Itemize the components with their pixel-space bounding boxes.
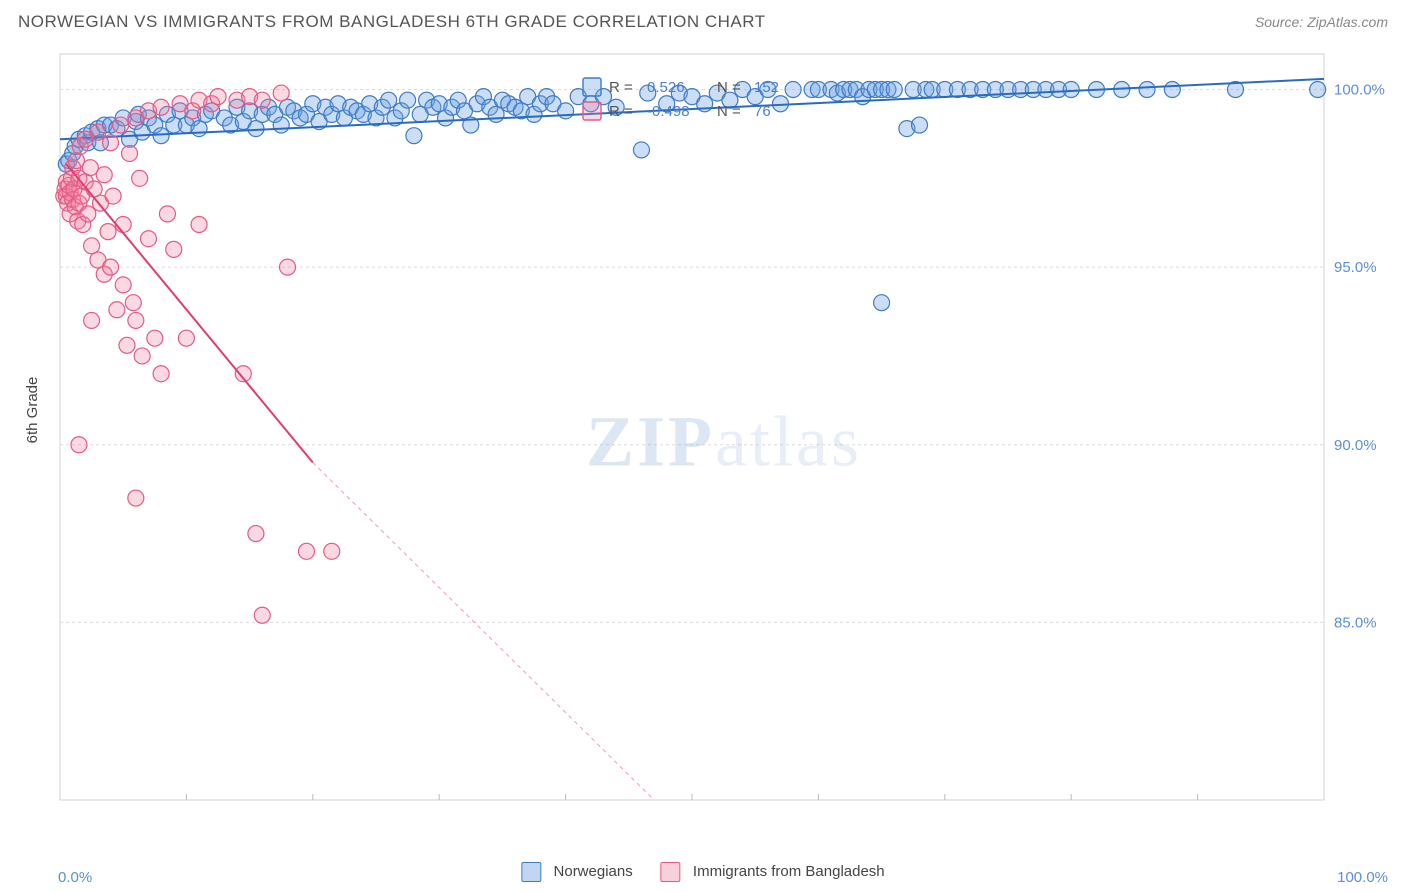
chart-area: 85.0% 90.0% 95.0% 100.0% R = 0.526 N = 152 R = -0…	[54, 48, 1394, 836]
svg-text:-0.498: -0.498	[647, 103, 690, 120]
x-axis-tick-max: 100.0%	[1337, 869, 1388, 886]
svg-text:N =: N =	[717, 103, 741, 120]
svg-text:R =: R =	[609, 103, 633, 120]
svg-text:N =: N =	[717, 79, 741, 96]
svg-text:0.526: 0.526	[647, 79, 685, 96]
legend: Norwegians Immigrants from Bangladesh	[521, 862, 884, 882]
legend-item-pink: Immigrants from Bangladesh	[661, 862, 885, 882]
legend-swatch-icon	[661, 862, 681, 882]
svg-text:95.0%: 95.0%	[1334, 259, 1377, 276]
x-axis-tick-min: 0.0%	[58, 869, 92, 886]
y-axis-label: 6th Grade	[24, 340, 41, 480]
svg-text:85.0%: 85.0%	[1334, 614, 1377, 631]
chart-title: NORWEGIAN VS IMMIGRANTS FROM BANGLADESH …	[18, 12, 766, 32]
svg-text:152: 152	[754, 79, 779, 96]
svg-text:100.0%: 100.0%	[1334, 82, 1385, 99]
svg-text:90.0%: 90.0%	[1334, 437, 1377, 454]
scatter-chart: 85.0% 90.0% 95.0% 100.0% R = 0.526 N = 152 R = -0…	[54, 48, 1394, 836]
legend-label: Immigrants from Bangladesh	[693, 863, 885, 880]
legend-item-blue: Norwegians	[521, 862, 632, 882]
legend-swatch-icon	[521, 862, 541, 882]
svg-text:76: 76	[754, 103, 771, 120]
legend-label: Norwegians	[554, 863, 633, 880]
svg-text:R =: R =	[609, 79, 633, 96]
source-label: Source: ZipAtlas.com	[1255, 14, 1388, 30]
